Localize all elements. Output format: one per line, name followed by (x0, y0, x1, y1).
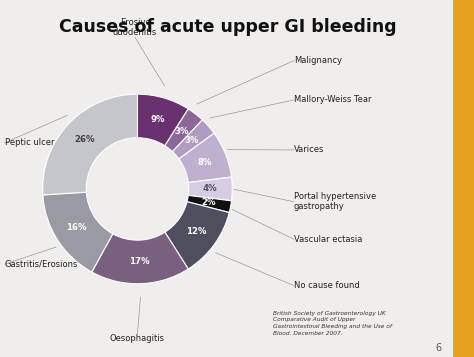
Wedge shape (187, 195, 231, 212)
Text: 6: 6 (436, 343, 441, 353)
Text: 17%: 17% (129, 257, 150, 266)
Wedge shape (43, 94, 137, 195)
Text: Causes of acute upper GI bleeding: Causes of acute upper GI bleeding (59, 18, 396, 36)
Wedge shape (165, 109, 202, 152)
Wedge shape (137, 94, 188, 146)
Text: Portal hypertensive
gastropathy: Portal hypertensive gastropathy (294, 192, 376, 211)
Text: Malignancy: Malignancy (294, 56, 342, 65)
Text: British Society of Gastroenterology UK
Comparative Audit of Upper
Gastrointestin: British Society of Gastroenterology UK C… (273, 311, 392, 336)
Wedge shape (188, 177, 232, 201)
Text: Gastritis/Erosions: Gastritis/Erosions (5, 260, 78, 269)
Text: Oesophagitis: Oesophagitis (110, 334, 165, 343)
Wedge shape (179, 133, 231, 182)
Text: Mallory-Weiss Tear: Mallory-Weiss Tear (294, 95, 372, 105)
Text: Varices: Varices (294, 145, 324, 155)
Wedge shape (173, 120, 214, 159)
Text: 9%: 9% (150, 115, 165, 124)
Text: 3%: 3% (184, 136, 199, 146)
Text: 12%: 12% (186, 227, 206, 236)
Text: Vascular ectasia: Vascular ectasia (294, 235, 362, 244)
Wedge shape (92, 232, 188, 284)
Text: 3%: 3% (174, 127, 189, 136)
Text: 16%: 16% (66, 223, 86, 232)
Text: 2%: 2% (201, 198, 216, 207)
Text: 26%: 26% (74, 135, 95, 144)
Text: Peptic ulcer: Peptic ulcer (5, 138, 54, 147)
Text: 8%: 8% (198, 158, 212, 167)
Wedge shape (165, 202, 229, 269)
Wedge shape (43, 192, 113, 272)
Text: No cause found: No cause found (294, 281, 360, 290)
Text: 4%: 4% (203, 185, 217, 193)
Text: Erosive
duodenitis: Erosive duodenitis (113, 18, 157, 37)
